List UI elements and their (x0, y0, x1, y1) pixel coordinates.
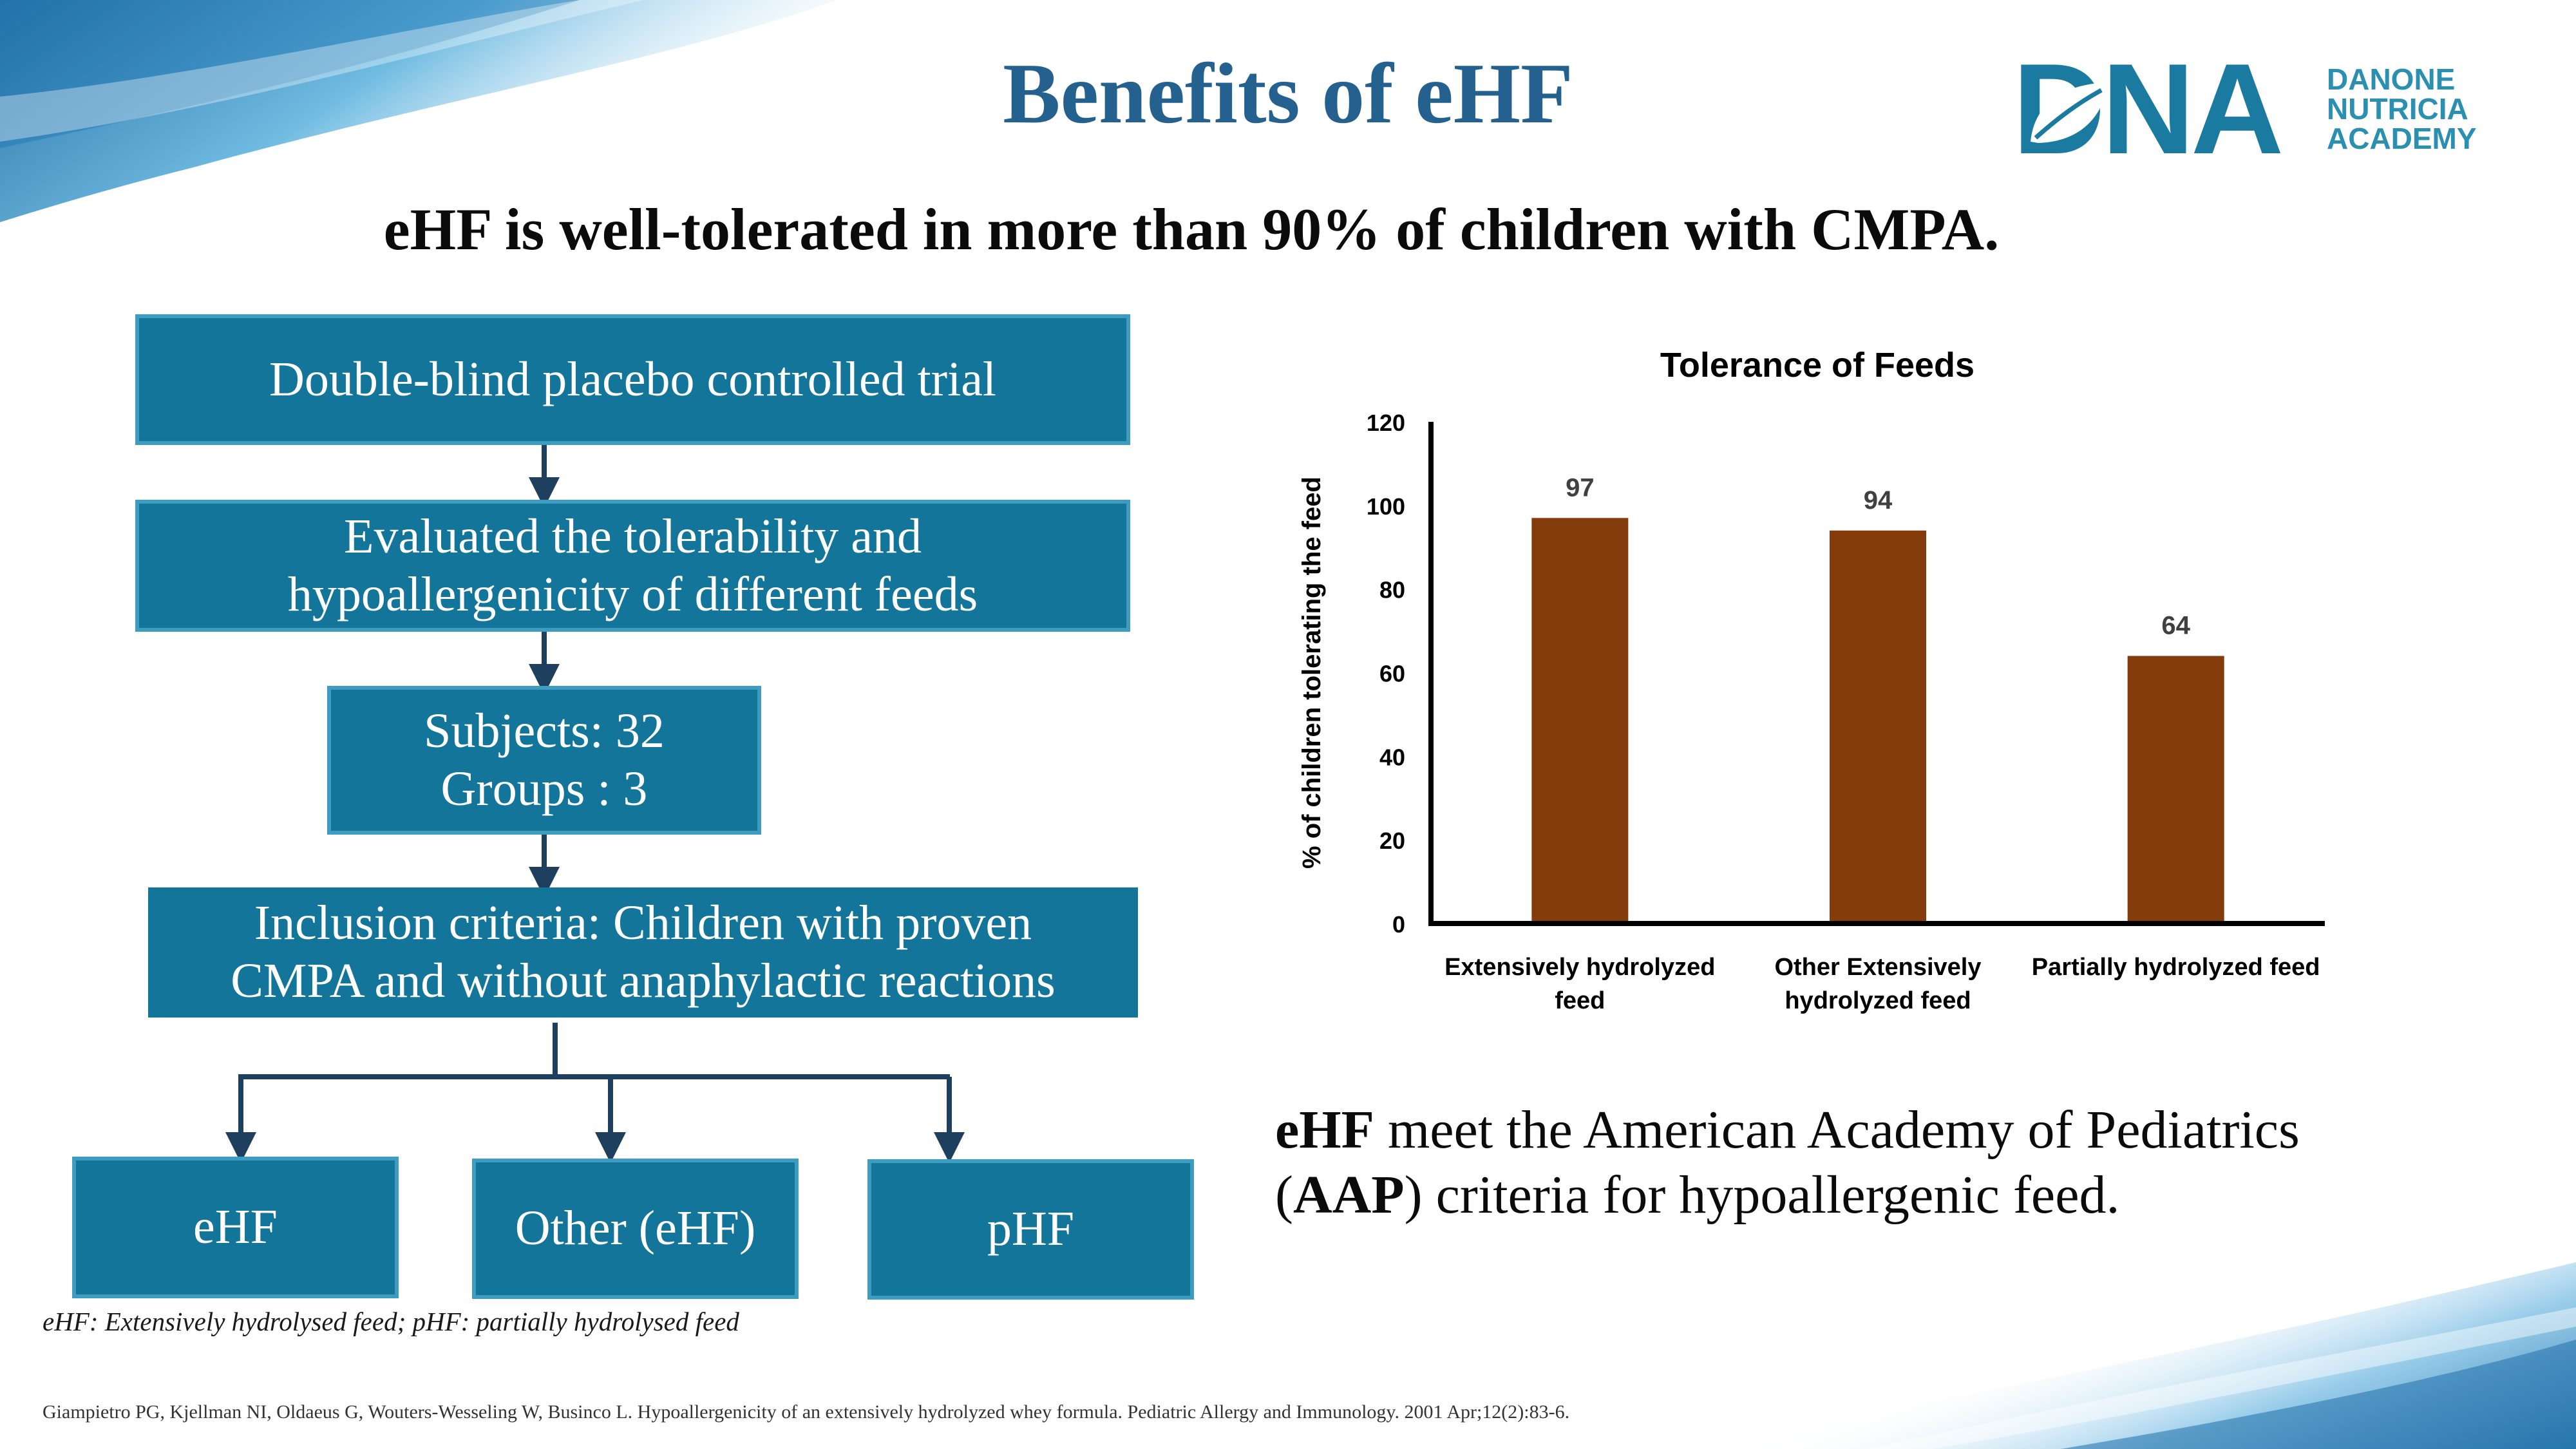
subjects-text: Subjects: 32 (424, 703, 665, 758)
x-tick-label: Partially hydrolyzed feed (2032, 954, 2320, 981)
data-label: 64 (2161, 612, 2190, 640)
callout-ehf: eHF (1275, 1100, 1374, 1160)
callout-aap: AAP (1293, 1164, 1405, 1225)
x-tick-label: feed (1555, 987, 1605, 1014)
groups-text: Groups : 3 (440, 761, 648, 816)
inclusion-text-line1: Inclusion criteria: Children with proven (254, 896, 1032, 951)
x-tick-label: hydrolyzed feed (1785, 987, 1971, 1014)
aap-callout: eHF meet the American Academy of Pediatr… (1275, 1098, 2370, 1228)
y-tick-label: 40 (1379, 744, 1405, 770)
bar (1531, 518, 1629, 923)
group-other-box: Other (eHF) (472, 1159, 799, 1299)
y-tick-label: 60 (1379, 661, 1405, 687)
inclusion-box: Inclusion criteria: Children with proven… (148, 887, 1138, 1018)
trial-text: Double-blind placebo controlled trial (269, 352, 997, 406)
callout-text2: ) criteria for hypoallergenic feed. (1404, 1164, 2120, 1225)
chart-title: Tolerance of Feeds (1660, 346, 1975, 384)
y-axis-label: % of children tolerating the feed (1298, 477, 1326, 869)
y-tick-label: 100 (1367, 493, 1405, 520)
group-other-label: Other (eHF) (515, 1201, 756, 1256)
abbreviation-footnote: eHF: Extensively hydrolysed feed; pHF: p… (43, 1307, 739, 1336)
evaluated-box: Evaluated the tolerability and hypoaller… (135, 500, 1130, 632)
danone-nutricia-logo: DNA DANONE NUTRICIA ACADEMY (2012, 45, 2502, 174)
evaluated-text-line2: hypoallergenicity of different feeds (287, 567, 978, 621)
logo-line-nutricia: NUTRICIA (2327, 92, 2468, 126)
x-tick-label: Other Extensively (1774, 954, 1981, 981)
page-title: Benefits of eHF (1003, 46, 1573, 141)
inclusion-text-line2: CMPA and without anaphylactic reactions (231, 954, 1056, 1008)
y-tick-label: 20 (1379, 828, 1405, 854)
x-tick-label: Extensively hydrolyzed (1444, 954, 1715, 981)
group-phf-box: pHF (867, 1159, 1194, 1300)
data-label: 94 (1864, 486, 1893, 515)
evaluated-text-line1: Evaluated the tolerability and (344, 509, 922, 564)
group-phf-label: pHF (987, 1202, 1075, 1256)
logo-text: DANONE NUTRICIA ACADEMY (2327, 64, 2477, 153)
bar (1830, 530, 1926, 923)
y-tick-label: 120 (1367, 410, 1405, 436)
y-tick-label: 80 (1379, 577, 1405, 603)
data-label: 97 (1566, 473, 1595, 502)
subtitle: eHF is well-tolerated in more than 90% o… (383, 196, 2000, 262)
logo-line-danone: DANONE (2327, 62, 2456, 96)
trial-box: Double-blind placebo controlled trial (135, 314, 1130, 445)
leaf-icon (2031, 82, 2109, 143)
y-tick-label: 0 (1392, 911, 1405, 938)
group-ehf-box: eHF (72, 1157, 399, 1298)
callout-text1: meet the American Academy of Pediatrics … (1275, 1100, 2300, 1225)
logo-line-academy: ACADEMY (2327, 122, 2477, 155)
group-ehf-label: eHF (193, 1200, 278, 1255)
subjects-box: Subjects: 32 Groups : 3 (327, 686, 761, 835)
bar (2127, 656, 2224, 923)
citation-reference: Giampietro PG, Kjellman NI, Oldaeus G, W… (43, 1401, 1570, 1423)
